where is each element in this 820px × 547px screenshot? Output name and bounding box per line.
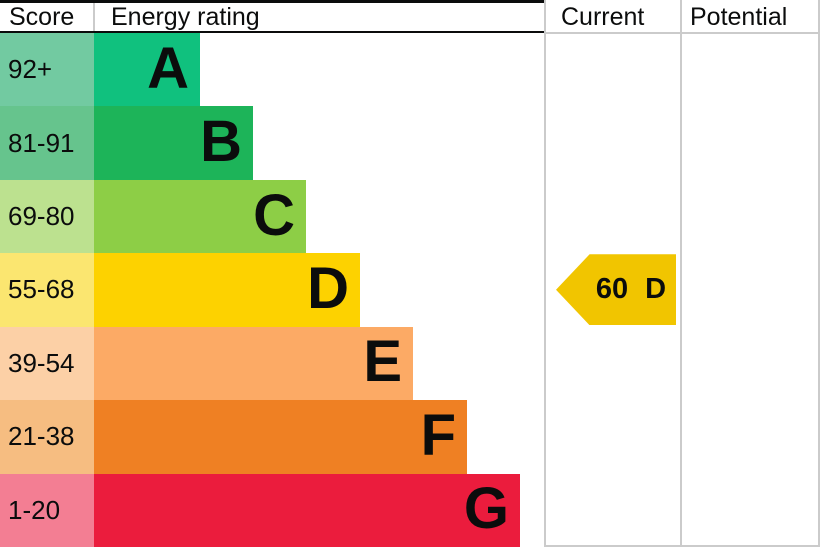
chart-top-border	[0, 0, 545, 3]
current-column-divider	[544, 0, 546, 547]
band-row-b: 81-91 B	[0, 106, 545, 180]
energy-rating-column-header: Energy rating	[111, 3, 260, 31]
potential-column-header: Potential	[690, 3, 788, 31]
current-rating-band: D	[645, 273, 667, 306]
band-letter-f: F	[420, 402, 456, 468]
band-letter-c: C	[253, 182, 295, 248]
current-rating-arrow: 60 D	[556, 254, 676, 326]
band-row-g: 1-20 G	[0, 473, 545, 547]
band-row-e: 39-54 E	[0, 326, 545, 401]
score-range-b: 81-91	[0, 106, 94, 180]
score-column-header: Score	[9, 3, 75, 31]
energy-band-rows: 92+ A 81-91 B 69-80 C 55-68 D 39-54 E 21-38 F 1-20 G	[0, 33, 545, 547]
score-range-e: 39-54	[0, 326, 94, 401]
score-range-f: 21-38	[0, 400, 94, 474]
band-letter-a: A	[147, 35, 189, 101]
band-row-c: 69-80 C	[0, 179, 545, 254]
band-row-d: 55-68 D	[0, 253, 545, 327]
energy-band-bar-c: C	[94, 179, 306, 254]
energy-band-bar-b: B	[94, 106, 253, 180]
current-rating-score: 60	[595, 273, 629, 306]
energy-band-bar-a: A	[94, 33, 200, 107]
band-letter-b: B	[200, 109, 242, 175]
header-underline-table	[545, 32, 820, 34]
energy-band-bar-g: G	[94, 473, 520, 547]
band-row-f: 21-38 F	[0, 400, 545, 474]
score-range-g: 1-20	[0, 473, 94, 547]
band-row-a: 92+ A	[0, 33, 545, 107]
energy-band-bar-e: E	[94, 326, 413, 401]
table-right-border	[818, 0, 820, 547]
potential-column-divider	[680, 0, 682, 547]
current-column-header: Current	[561, 3, 645, 31]
band-letter-g: G	[463, 476, 509, 542]
band-letter-d: D	[307, 255, 349, 321]
energy-band-bar-d: D	[94, 253, 360, 327]
score-range-a: 92+	[0, 33, 94, 107]
score-range-c: 69-80	[0, 179, 94, 254]
header-underline-chart	[0, 31, 545, 33]
band-letter-e: E	[363, 329, 402, 395]
table-bottom-border	[545, 545, 820, 547]
energy-band-bar-f: F	[94, 400, 467, 474]
score-range-d: 55-68	[0, 253, 94, 327]
score-column-divider	[93, 3, 95, 31]
